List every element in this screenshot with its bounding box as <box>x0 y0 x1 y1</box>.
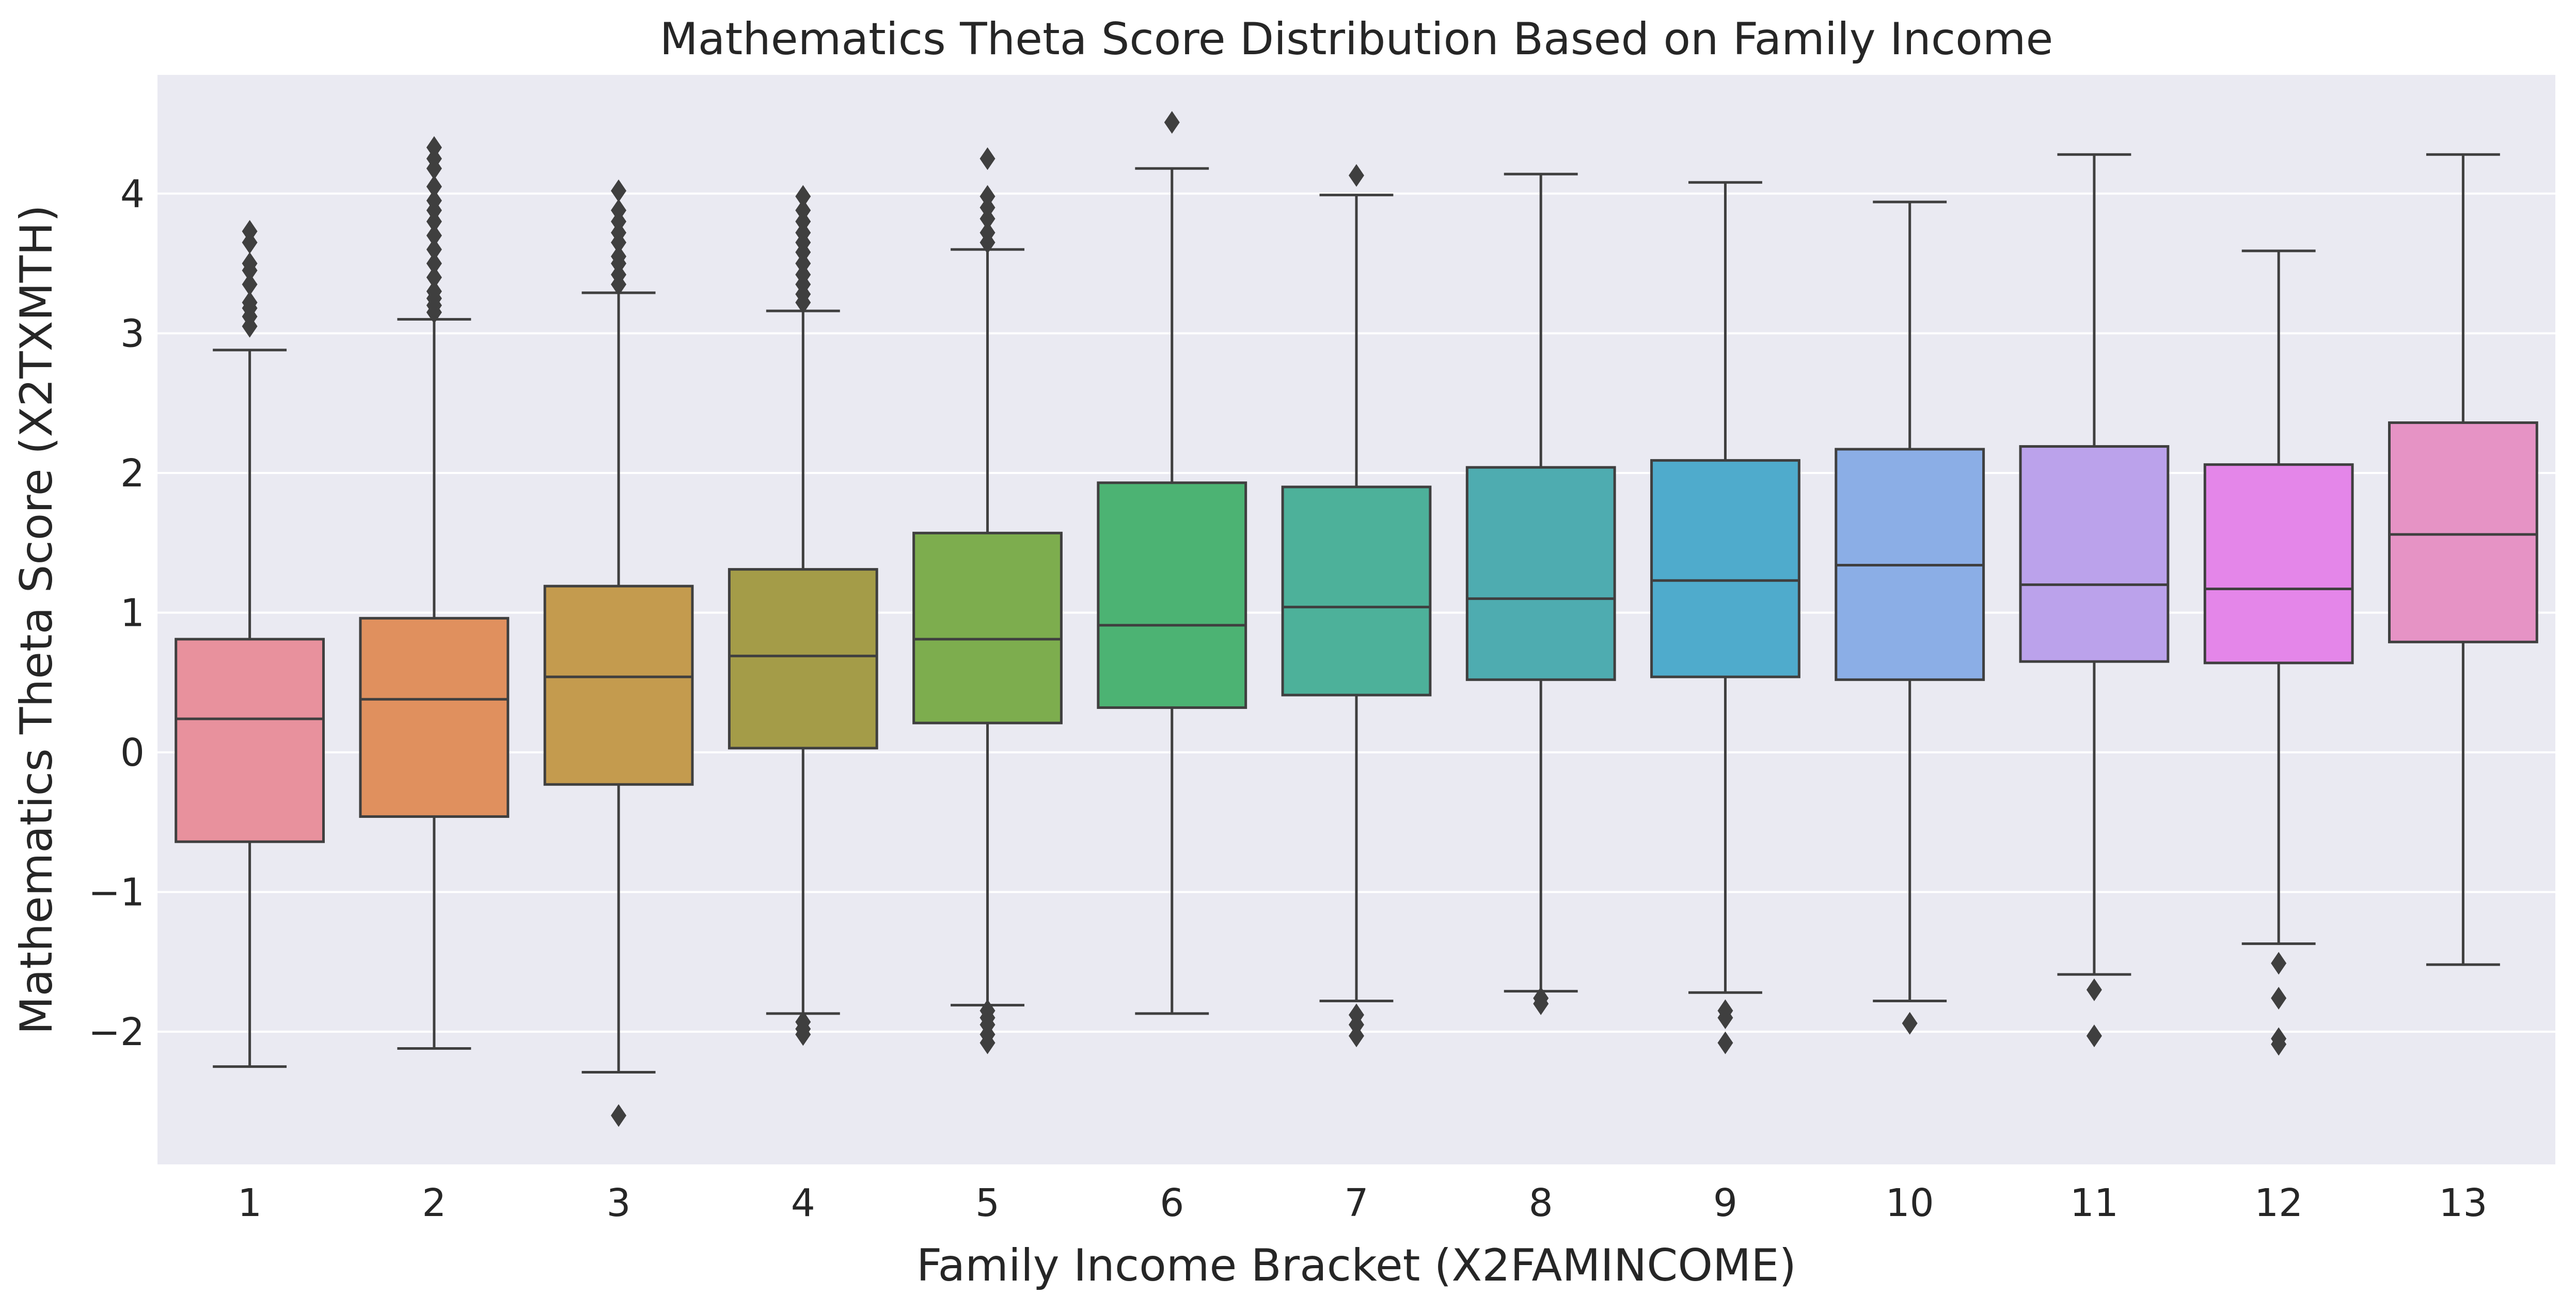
boxes-group <box>175 111 2538 1127</box>
y-tick-label: 0 <box>120 731 145 775</box>
y-tick-label: −2 <box>88 1010 145 1054</box>
x-tick-label: 13 <box>2439 1181 2487 1225</box>
iqr-box <box>912 531 1063 724</box>
outlier-point <box>426 136 442 159</box>
outlier-point <box>611 179 627 202</box>
outlier-point <box>795 199 811 222</box>
outlier-point <box>1717 1006 1733 1029</box>
outlier-point <box>1349 1024 1364 1048</box>
iqr-box <box>1650 459 1800 678</box>
x-tick-label: 9 <box>1713 1181 1737 1225</box>
outlier-point <box>426 175 442 198</box>
outlier-point <box>1533 992 1549 1015</box>
box-6 <box>1097 111 1247 1015</box>
iqr-box <box>175 638 325 843</box>
outlier-point <box>2086 978 2102 1001</box>
chart-title: Mathematics Theta Score Distribution Bas… <box>660 13 2053 65</box>
box-10 <box>1835 200 1985 1035</box>
outlier-point <box>242 291 258 314</box>
outlier-point <box>426 189 442 212</box>
iqr-box <box>1281 485 1432 697</box>
box-5 <box>912 147 1063 1054</box>
iqr-box <box>2203 463 2354 665</box>
outlier-point <box>426 252 442 275</box>
x-tick-label: 5 <box>975 1181 1000 1225</box>
x-tick-label: 2 <box>422 1181 446 1225</box>
outlier-point <box>1349 164 1364 187</box>
outlier-point <box>2271 952 2287 975</box>
x-tick-label: 7 <box>1344 1181 1368 1225</box>
outlier-point <box>426 266 442 289</box>
outlier-point <box>426 280 442 303</box>
y-tick-label: −1 <box>88 871 145 915</box>
iqr-box <box>2388 421 2538 643</box>
outlier-point <box>2271 1033 2287 1056</box>
box-3 <box>543 179 694 1127</box>
iqr-box <box>359 617 510 818</box>
outlier-point <box>795 185 811 208</box>
x-tick-label: 12 <box>2254 1181 2303 1225</box>
outlier-point <box>242 273 258 296</box>
y-tick-label: 2 <box>120 451 145 496</box>
outlier-point <box>426 238 442 261</box>
x-tick-label: 10 <box>1886 1181 1934 1225</box>
y-tick-label: 4 <box>120 172 145 216</box>
box-9 <box>1650 181 1800 1054</box>
x-tick-label: 1 <box>238 1181 262 1225</box>
x-tick-label: 8 <box>1529 1181 1553 1225</box>
box-11 <box>2019 153 2170 1048</box>
outlier-point <box>795 1023 811 1046</box>
y-tick-label: 1 <box>120 591 145 635</box>
y-tick-label: 3 <box>120 311 145 356</box>
outlier-point <box>611 199 627 222</box>
x-tick-label: 4 <box>791 1181 815 1225</box>
outlier-point <box>2086 1024 2102 1048</box>
x-tick-label: 11 <box>2070 1181 2119 1225</box>
x-tick-label: 6 <box>1160 1181 1184 1225</box>
iqr-box <box>543 585 694 786</box>
x-axis-label: Family Income Bracket (X2FAMINCOME) <box>916 1240 1796 1291</box>
outlier-point <box>979 1031 995 1054</box>
outlier-point <box>611 245 627 268</box>
outlier-point <box>611 1104 627 1127</box>
iqr-box <box>1097 481 1247 709</box>
outlier-point <box>426 224 442 247</box>
outlier-point <box>979 221 995 244</box>
outlier-point <box>2271 987 2287 1010</box>
outlier-point <box>1164 111 1180 134</box>
box-1 <box>175 219 325 1068</box>
outlier-point <box>1902 1012 1918 1035</box>
outlier-point <box>242 219 258 243</box>
outlier-point <box>979 185 995 208</box>
iqr-box <box>2019 445 2170 663</box>
box-2 <box>359 136 510 1050</box>
box-4 <box>728 185 878 1046</box>
box-12 <box>2203 249 2354 1056</box>
y-axis-label: Mathematics Theta Score (X2TXMTH) <box>11 204 62 1034</box>
outlier-point <box>1717 1031 1733 1054</box>
outlier-point <box>979 147 995 170</box>
box-13 <box>2388 153 2538 966</box>
outlier-point <box>242 252 258 275</box>
iqr-box <box>1465 466 1616 681</box>
box-8 <box>1465 172 1616 1015</box>
x-tick-label: 3 <box>607 1181 631 1225</box>
box-7 <box>1281 164 1432 1048</box>
iqr-box <box>728 568 878 750</box>
